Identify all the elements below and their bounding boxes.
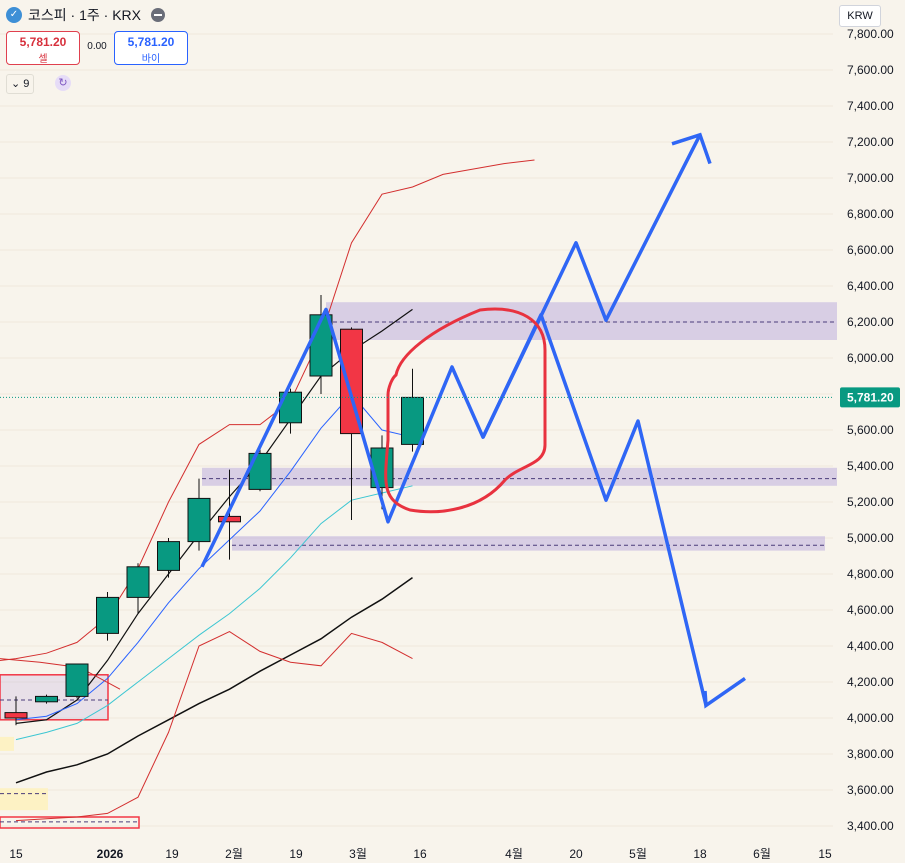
candle-body [35,695,58,703]
buy-button[interactable]: 5,781.20 바이 [114,31,188,65]
currency-selector[interactable]: KRW [839,5,881,27]
price-tick-label: 6,600.00 [847,243,894,257]
indicator-toggle[interactable]: ⌄ 9 [6,74,35,94]
indicator-line [15,576,413,784]
time-tick-label: 3월 [349,847,367,861]
price-tick-label: 4,600.00 [847,603,894,617]
indicator-lines [0,159,535,822]
indicator-line [15,485,413,741]
forecast-path-up [200,134,702,568]
time-tick-label: 18 [693,847,707,861]
price-tick-label: 5,000.00 [847,531,894,545]
price-tick-label: 4,800.00 [847,567,894,581]
price-tick-label: 4,000.00 [847,711,894,725]
buy-label: 바이 [141,54,161,65]
indicator-line [0,159,535,661]
price-zone [326,302,837,340]
candle-body [157,541,180,571]
price-tick-label: 3,800.00 [847,747,894,761]
price-tick-label: 7,200.00 [847,135,894,149]
chevron-down-icon: ⌄ [11,78,21,90]
last-price-badge [840,387,900,408]
buy-price: 5,781.20 [127,35,175,49]
price-tick-label: 5,400.00 [847,459,894,473]
price-tick-label: 6,200.00 [847,315,894,329]
sell-label: 셀 [38,54,48,65]
price-tick-label: 6,000.00 [847,351,894,365]
bollinger-band-history [0,658,121,690]
time-tick-label: 4월 [505,847,523,861]
sell-price: 5,781.20 [19,35,67,49]
candle-body [340,328,363,435]
symbol-title[interactable]: 코스피 · 1주 · KRX [28,7,141,23]
candle-body [401,396,424,445]
time-tick-label: 19 [289,847,303,861]
price-tick-label: 5,600.00 [847,423,894,437]
price-tick-label: 7,000.00 [847,171,894,185]
symbol-header: ✓ 코스피 · 1주 · KRX [6,5,165,25]
price-axis: 3,400.00 3,600.00 3,800.00 4,000.00 4,200.00… [0,27,900,833]
eye-hide-icon[interactable] [150,8,165,22]
time-tick-label: 15 [818,847,832,861]
price-tick-label: 7,800.00 [847,27,894,41]
candle-body [370,447,394,489]
price-tick-label: 6,400.00 [847,279,894,293]
support-resistance-zones [202,302,837,551]
refresh-icon[interactable]: ↻ [55,75,71,91]
spread-value: 0.00 [87,41,107,52]
price-tick-label: 7,600.00 [847,63,894,77]
price-tick-label: 3,600.00 [847,783,894,797]
time-tick-label: 20 [569,847,583,861]
price-tick-label: 6,800.00 [847,207,894,221]
price-label-box [0,736,14,751]
price-tick-label: 5,200.00 [847,495,894,509]
time-tick-label: 2026 [97,847,124,861]
price-zone [232,536,825,551]
candle-body [126,566,150,598]
last-price-label: 5,781.20 [847,390,894,404]
candle-body [65,663,89,697]
time-tick-label: 16 [413,847,427,861]
chart-grid [0,33,833,827]
sell-button[interactable]: 5,781.20 셀 [6,31,80,65]
highlight-circle [384,307,547,514]
candle-body [218,515,241,523]
candle-body [96,596,119,634]
time-tick-label: 19 [165,847,179,861]
forecast-path-down [481,313,708,706]
price-label-box [0,788,48,811]
time-tick-label: 6월 [753,847,771,861]
candle-body [4,712,28,719]
price-zone [202,467,837,486]
forecast-arrowhead [671,132,712,165]
price-tick-label: 4,400.00 [847,639,894,653]
time-tick-label: 2월 [225,847,243,861]
time-axis: 15 2026 19 2월 19 3월 16 4월 20 5월 18 6월 15 [9,847,832,861]
price-tick-label: 7,400.00 [847,99,894,113]
time-tick-label: 15 [9,847,23,861]
price-tick-label: 4,200.00 [847,675,894,689]
indicator-count: 9 [23,78,30,90]
indicator-line [15,631,413,822]
candle-body [187,497,211,543]
candlesticks [4,295,424,726]
price-tick-label: 3,400.00 [847,819,894,833]
kospi-logo-icon: ✓ [6,7,22,23]
forecast-arrowhead [703,676,746,709]
time-tick-label: 5월 [629,847,647,861]
forecast-drawings [200,132,746,709]
